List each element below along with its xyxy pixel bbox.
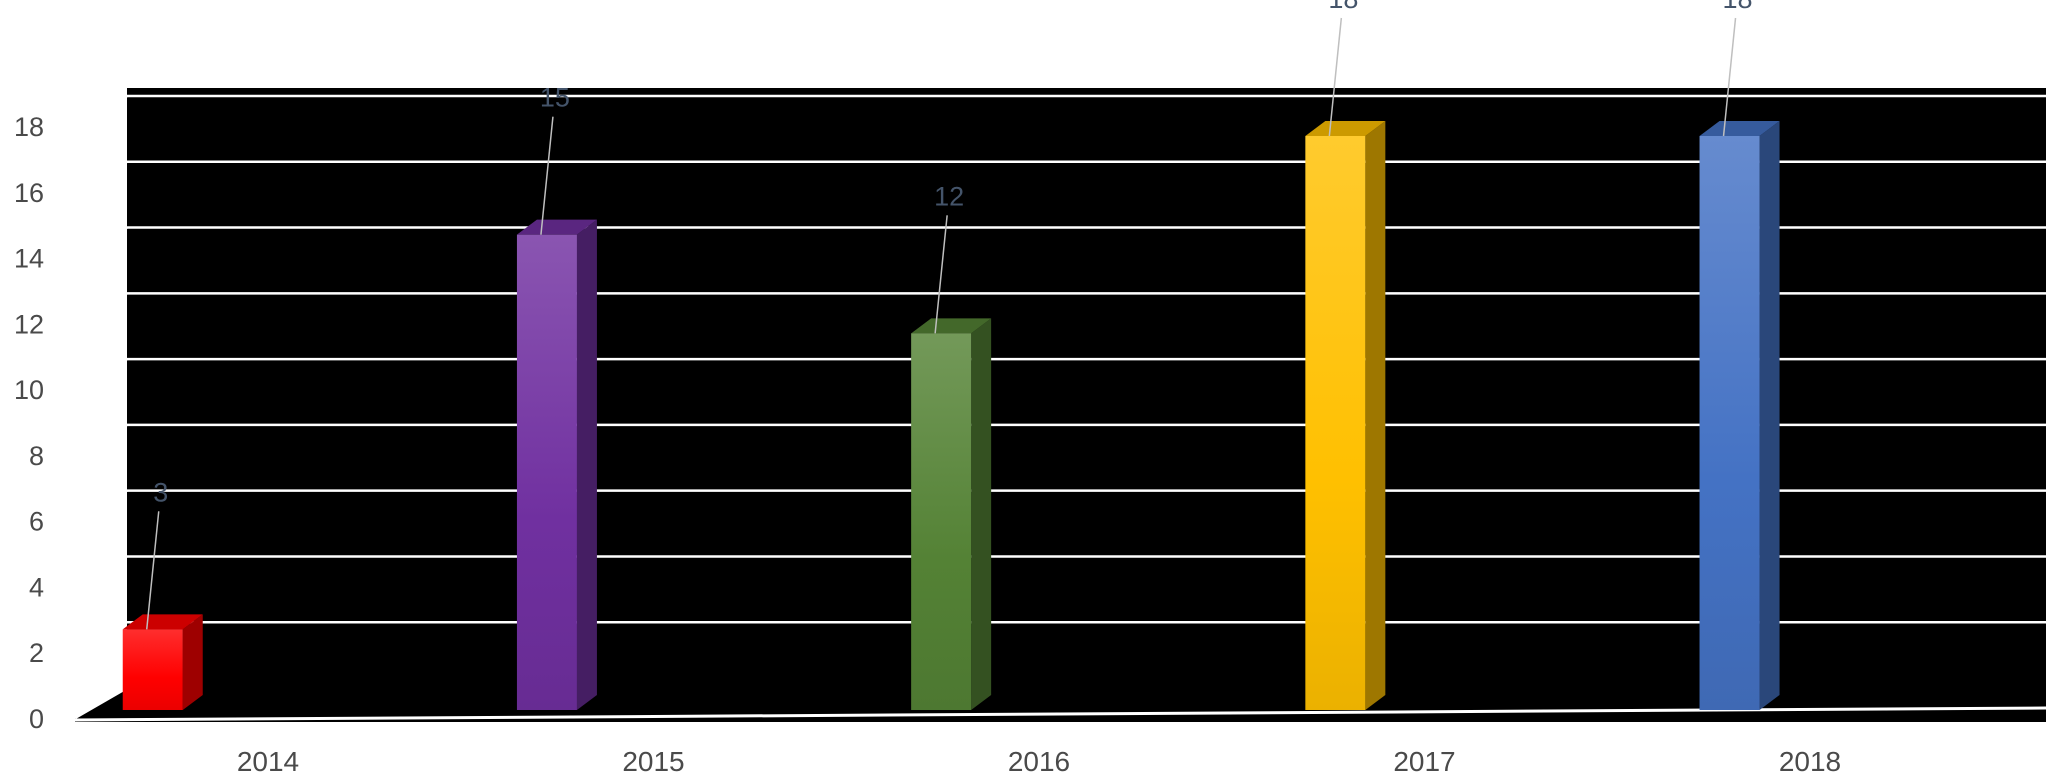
data-label: 15 (540, 83, 570, 113)
y-tick-label: 2 (29, 638, 44, 668)
leader-line (1722, 17, 1737, 137)
data-labels: 3 15 12 18 18 (153, 0, 1752, 507)
data-label: 18 (1328, 0, 1358, 14)
bar (911, 318, 992, 710)
data-label: 3 (153, 477, 168, 507)
y-tick-label: 0 (29, 704, 44, 734)
y-axis-ticks: 0 2 4 6 8 10 12 14 16 18 (14, 112, 44, 734)
data-label: 18 (1723, 0, 1753, 14)
leader-line (540, 116, 554, 235)
bar (516, 219, 597, 710)
bars (122, 121, 1780, 710)
bar (1699, 121, 1780, 710)
gridline (74, 94, 2046, 128)
leader-line (1328, 17, 1343, 137)
x-tick-label: 2018 (1779, 746, 1841, 777)
y-tick-label: 16 (14, 178, 44, 208)
y-tick-label: 6 (29, 507, 44, 537)
gridline (74, 686, 128, 720)
leader-line (934, 215, 948, 334)
leader-lines (145, 17, 1737, 630)
data-label: 12 (934, 181, 964, 211)
y-tick-label: 18 (14, 112, 44, 142)
y-tick-label: 12 (14, 309, 44, 339)
x-tick-label: 2017 (1393, 746, 1455, 777)
leader-line (145, 511, 160, 630)
x-tick-label: 2015 (622, 746, 684, 777)
x-tick-label: 2014 (237, 746, 299, 777)
y-tick-label: 8 (29, 441, 44, 471)
y-tick-label: 4 (29, 572, 44, 602)
bar (1305, 121, 1386, 710)
x-axis-ticks: 2014 2015 2016 2017 2018 (237, 746, 1841, 777)
bar (122, 614, 203, 710)
y-tick-label: 10 (14, 375, 44, 405)
y-tick-label: 14 (14, 244, 44, 274)
x-tick-label: 2016 (1008, 746, 1070, 777)
